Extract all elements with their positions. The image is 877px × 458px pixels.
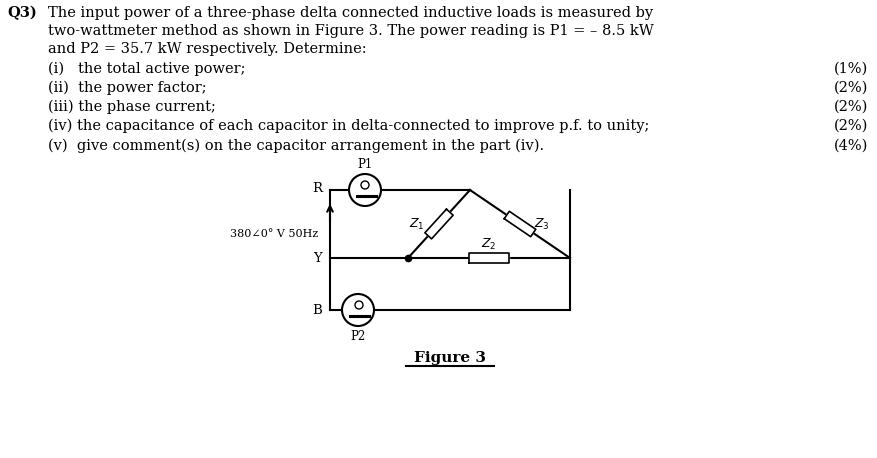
Text: (ii)  the power factor;: (ii) the power factor; — [48, 81, 206, 95]
Text: The input power of a three-phase delta connected inductive loads is measured by: The input power of a three-phase delta c… — [48, 6, 652, 20]
Text: P2: P2 — [350, 330, 365, 343]
Text: $Z_2$: $Z_2$ — [481, 236, 496, 251]
Text: R: R — [311, 182, 322, 196]
Text: and P2 = 35.7 kW respectively. Determine:: and P2 = 35.7 kW respectively. Determine… — [48, 42, 367, 56]
Polygon shape — [503, 211, 535, 237]
Text: Figure 3: Figure 3 — [414, 351, 486, 365]
Circle shape — [342, 294, 374, 326]
Polygon shape — [468, 253, 509, 263]
Text: (2%): (2%) — [832, 81, 867, 95]
Text: (v)  give comment(s) on the capacitor arrangement in the part (iv).: (v) give comment(s) on the capacitor arr… — [48, 139, 544, 153]
Text: (iii) the phase current;: (iii) the phase current; — [48, 100, 216, 114]
Circle shape — [348, 174, 381, 206]
Text: (i)   the total active power;: (i) the total active power; — [48, 62, 246, 76]
Text: $Z_1$: $Z_1$ — [409, 217, 424, 232]
Text: two-wattmeter method as shown in Figure 3. The power reading is P1 = – 8.5 kW: two-wattmeter method as shown in Figure … — [48, 24, 653, 38]
Text: Y: Y — [313, 251, 322, 265]
Text: 380∠0° V 50Hz: 380∠0° V 50Hz — [230, 229, 317, 239]
Text: P1: P1 — [357, 158, 372, 171]
Text: (1%): (1%) — [833, 62, 867, 76]
Text: (2%): (2%) — [832, 100, 867, 114]
Text: (4%): (4%) — [832, 139, 867, 153]
Text: (iv) the capacitance of each capacitor in delta-connected to improve p.f. to uni: (iv) the capacitance of each capacitor i… — [48, 119, 649, 133]
Text: $Z_3$: $Z_3$ — [533, 217, 549, 232]
Text: B: B — [312, 304, 322, 316]
Text: (2%): (2%) — [832, 119, 867, 133]
Polygon shape — [424, 209, 453, 239]
Text: Q3): Q3) — [7, 6, 37, 20]
